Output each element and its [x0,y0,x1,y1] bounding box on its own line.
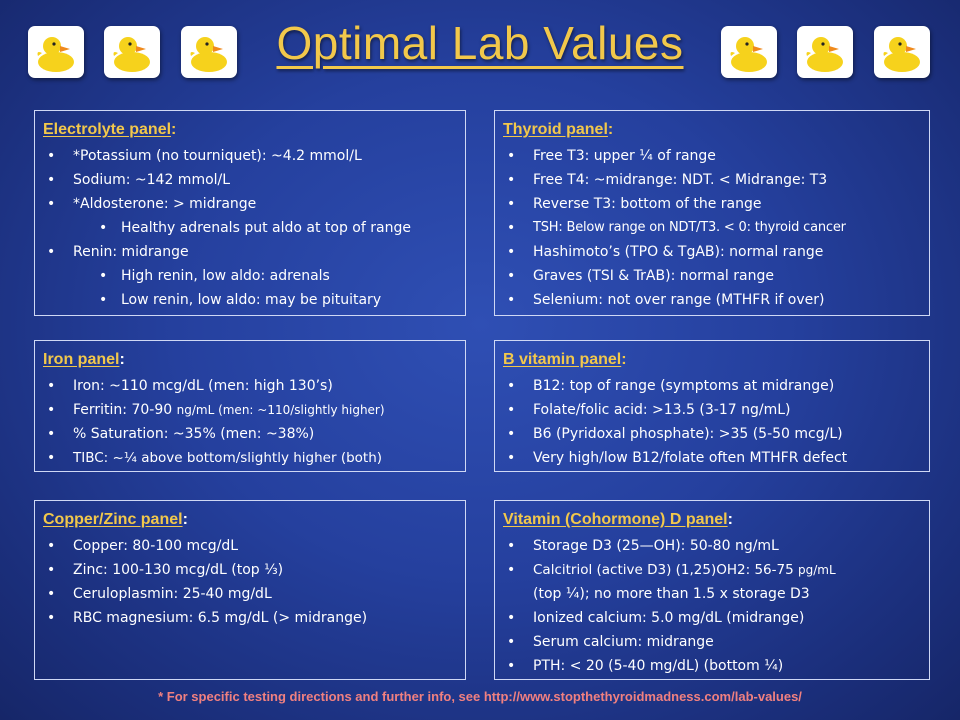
list-item: PTH: < 20 (5-40 mg/dL) (bottom ¼) [503,654,929,678]
panel-title: Vitamin (Cohormone) D panel [503,511,728,528]
panel-heading: Copper/Zinc panel: [43,511,188,528]
list-item: Healthy adrenals put aldo at top of rang… [43,216,465,240]
list-item: Ceruloplasmin: 25-40 mg/dL [43,582,465,606]
panel-heading: Thyroid panel: [503,121,614,138]
rubber-duck-icon [28,26,84,78]
list-item: Free T3: upper ¼ of range [503,144,929,168]
list-item: Iron: ~110 mcg/dL (men: high 130’s) [43,374,465,398]
vitamin-d-panel: Vitamin (Cohormone) D panel: Storage D3 … [494,500,930,680]
list-item: Storage D3 (25—OH): 50-80 ng/mL [503,534,929,558]
b-vitamin-panel: B vitamin panel: B12: top of range (symp… [494,340,930,472]
panel-title: Thyroid panel [503,121,608,138]
panel-title: Electrolyte panel [43,121,172,138]
list-item: TIBC: ~¼ above bottom/slightly higher (b… [43,446,465,470]
rubber-duck-icon [874,26,930,78]
electrolyte-panel: Electrolyte panel: *Potassium (no tourni… [34,110,466,316]
list-item: Reverse T3: bottom of the range [503,192,929,216]
list-item: % Saturation: ~35% (men: ~38%) [43,422,465,446]
list-item: Copper: 80-100 mcg/dL [43,534,465,558]
list-item: RBC magnesium: 6.5 mg/dL (> midrange) [43,606,465,630]
list-item: Ferritin: 70-90 ng/mL (men: ~110/slightl… [43,398,465,422]
panel-heading: B vitamin panel: [503,351,627,368]
panel-list: *Potassium (no tourniquet): ~4.2 mmol/L … [43,144,465,312]
list-item: Folate/folic acid: >13.5 (3-17 ng/mL) [503,398,929,422]
rubber-duck-icon [797,26,853,78]
list-item: Sodium: ~142 mmol/L [43,168,465,192]
rubber-duck-icon [181,26,237,78]
ferritin-value: Ferritin: 70-90 [73,402,173,418]
thyroid-panel: Thyroid panel: Free T3: upper ¼ of range… [494,110,930,316]
rubber-duck-icon [721,26,777,78]
list-item-continuation: (top ¼); no more than 1.5 x storage D3 [533,586,810,602]
list-item: Low renin, low aldo: may be pituitary [43,288,465,312]
list-item: Free T4: ~midrange: NDT. < Midrange: T3 [503,168,929,192]
list-item: High renin, low aldo: adrenals [43,264,465,288]
rubber-duck-icon [104,26,160,78]
list-item: Very high/low B12/folate often MTHFR def… [503,446,929,470]
list-item: *Aldosterone: > midrange [43,192,465,216]
list-item: TSH: Below range on NDT/T3. < 0: thyroid… [503,216,929,240]
list-item: *Potassium (no tourniquet): ~4.2 mmol/L [43,144,465,168]
panel-heading: Vitamin (Cohormone) D panel: [503,511,733,528]
list-item: Zinc: 100-130 mcg/dL (top ⅓) [43,558,465,582]
page-title: Optimal Lab Values [276,17,684,69]
iron-panel: Iron panel: Iron: ~110 mcg/dL (men: high… [34,340,466,472]
list-item: Calcitriol (active D3) (1,25)OH2: 56-75 … [503,558,929,582]
list-item: Ionized calcium: 5.0 mg/dL (midrange) [503,606,929,630]
panel-heading: Electrolyte panel: [43,121,177,138]
panel-heading: Iron panel: [43,351,125,368]
panel-list: Free T3: upper ¼ of range Free T4: ~midr… [503,144,929,312]
list-item: Graves (TSI & TrAB): normal range [503,264,929,288]
list-item: B12: top of range (symptoms at midrange) [503,374,929,398]
list-item: Serum calcium: midrange [503,630,929,654]
panel-list: B12: top of range (symptoms at midrange)… [503,374,929,470]
footer-note: * For specific testing directions and fu… [158,689,802,704]
list-item: B6 (Pyridoxal phosphate): >35 (5-50 mcg/… [503,422,929,446]
panel-list: Storage D3 (25—OH): 50-80 ng/mL Calcitri… [503,534,929,678]
panel-title: Iron panel [43,351,120,368]
ferritin-units: ng/mL (men: ~110/slightly higher) [176,403,385,417]
panel-list: Iron: ~110 mcg/dL (men: high 130’s) Ferr… [43,374,465,470]
panel-title: B vitamin panel [503,351,622,368]
calcitriol-value: Calcitriol (active D3) (1,25)OH2: 56-75 [533,562,794,578]
calcitriol-units: pg/mL [797,563,836,577]
list-item: Selenium: not over range (MTHFR if over) [503,288,929,312]
copper-zinc-panel: Copper/Zinc panel: Copper: 80-100 mcg/dL… [34,500,466,680]
panel-title: Copper/Zinc panel [43,511,183,528]
list-item: Renin: midrange [43,240,465,264]
list-item: Hashimoto’s (TPO & TgAB): normal range [503,240,929,264]
panel-list: Copper: 80-100 mcg/dL Zinc: 100-130 mcg/… [43,534,465,630]
